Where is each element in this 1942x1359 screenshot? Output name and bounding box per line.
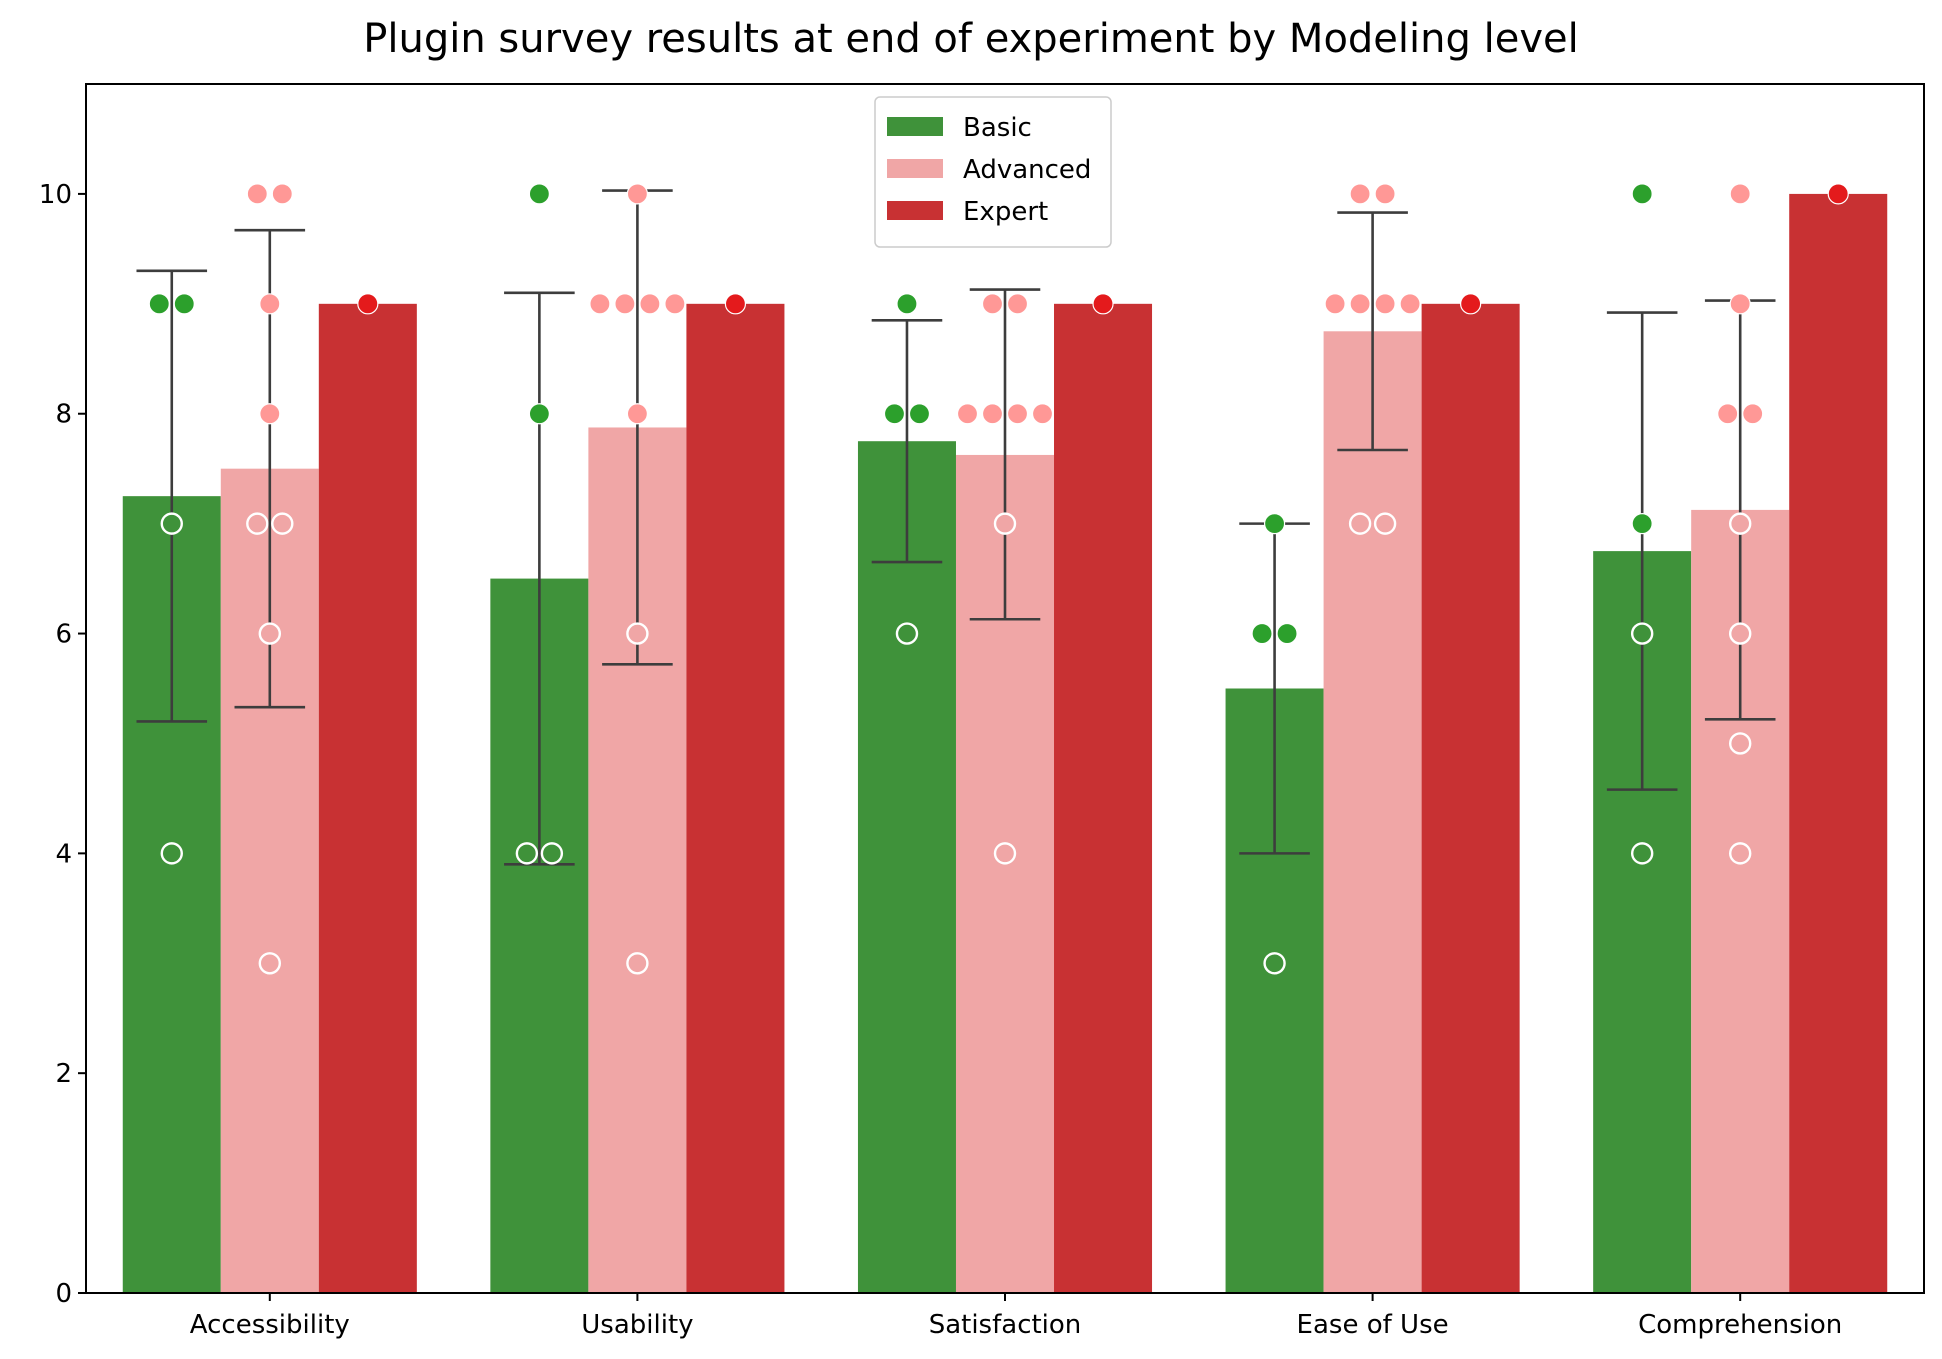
point-basic-4 xyxy=(1630,622,1654,645)
point-advanced-2 xyxy=(1006,293,1029,315)
point-advanced-3 xyxy=(1374,293,1396,315)
point-advanced-1 xyxy=(626,952,649,975)
point-advanced-2 xyxy=(981,403,1004,425)
point-basic-0 xyxy=(160,842,183,865)
point-advanced-4 xyxy=(1729,183,1751,205)
point-advanced-3 xyxy=(1324,293,1346,315)
point-basic-3 xyxy=(1251,622,1273,645)
point-advanced-2 xyxy=(1031,403,1054,425)
point-basic-4 xyxy=(1631,183,1653,205)
point-advanced-4 xyxy=(1728,842,1752,865)
bar-expert-4 xyxy=(1789,193,1888,1294)
point-advanced-1 xyxy=(589,293,611,315)
legend-label-basic: Basic xyxy=(963,113,1032,143)
legend: Basic Advanced Expert xyxy=(874,96,1112,248)
point-expert-1 xyxy=(724,293,747,315)
point-advanced-2 xyxy=(993,842,1017,865)
point-basic-3 xyxy=(1263,952,1286,975)
point-advanced-0 xyxy=(258,622,281,645)
point-basic-0 xyxy=(148,293,170,315)
point-advanced-4 xyxy=(1728,512,1752,535)
point-basic-3 xyxy=(1276,622,1298,645)
axes: 0 2 4 6 8 10 Accessibility Usability Satisfactio… xyxy=(39,180,1842,1340)
point-advanced-4 xyxy=(1717,403,1739,425)
x-tick-label: Usability xyxy=(581,1310,693,1340)
point-expert-2 xyxy=(1092,293,1114,315)
y-tick-label: 4 xyxy=(55,839,72,869)
point-advanced-3 xyxy=(1373,512,1397,535)
point-advanced-2 xyxy=(993,512,1017,535)
y-tick-label: 2 xyxy=(55,1059,72,1089)
y-tick-label: 0 xyxy=(55,1279,72,1309)
point-advanced-3 xyxy=(1349,183,1371,205)
point-advanced-1 xyxy=(614,293,636,315)
point-basic-0 xyxy=(160,512,183,535)
point-advanced-4 xyxy=(1728,622,1752,645)
point-advanced-3 xyxy=(1374,183,1396,205)
x-tick-label: Comprehension xyxy=(1638,1310,1842,1340)
point-basic-3 xyxy=(1263,513,1286,535)
point-advanced-0 xyxy=(258,952,281,975)
x-tick-label: Accessibility xyxy=(190,1310,350,1340)
point-advanced-4 xyxy=(1729,293,1751,315)
point-advanced-3 xyxy=(1348,512,1372,535)
legend-swatch-basic xyxy=(887,117,943,136)
x-tick-label: Ease of Use xyxy=(1297,1310,1449,1340)
bar-expert-0 xyxy=(318,303,417,1293)
point-advanced-4 xyxy=(1742,403,1764,425)
point-advanced-0 xyxy=(246,512,269,535)
point-basic-2 xyxy=(896,293,918,315)
point-expert-3 xyxy=(1460,293,1482,315)
point-advanced-0 xyxy=(271,512,294,535)
point-advanced-4 xyxy=(1728,732,1752,755)
bar-basic-2 xyxy=(857,441,956,1293)
point-advanced-0 xyxy=(259,293,281,315)
point-basic-2 xyxy=(895,622,919,645)
plot-area xyxy=(122,183,1888,1294)
point-advanced-0 xyxy=(259,403,281,425)
point-basic-2 xyxy=(908,403,931,425)
point-advanced-2 xyxy=(956,403,979,425)
point-advanced-2 xyxy=(1006,403,1029,425)
y-tick-label: 10 xyxy=(39,180,72,210)
point-basic-1 xyxy=(528,183,550,205)
point-expert-4 xyxy=(1827,183,1849,205)
point-basic-1 xyxy=(540,842,564,865)
bar-advanced-3 xyxy=(1323,331,1422,1294)
y-tick-label: 6 xyxy=(55,620,72,650)
point-basic-4 xyxy=(1631,513,1653,535)
chart-title: Plugin survey results at end of experime… xyxy=(363,16,1578,62)
legend-label-expert: Expert xyxy=(963,197,1048,227)
x-tick-label: Satisfaction xyxy=(929,1310,1082,1340)
point-advanced-1 xyxy=(626,622,649,645)
point-basic-1 xyxy=(515,842,539,865)
point-advanced-2 xyxy=(981,293,1004,315)
point-advanced-0 xyxy=(246,183,268,205)
legend-swatch-expert xyxy=(887,201,943,220)
y-tick-label: 8 xyxy=(55,400,72,430)
point-advanced-3 xyxy=(1399,293,1421,315)
point-advanced-1 xyxy=(664,293,686,315)
point-advanced-1 xyxy=(639,293,661,315)
point-expert-0 xyxy=(357,293,379,315)
bar-expert-1 xyxy=(686,303,785,1293)
point-advanced-0 xyxy=(271,183,293,205)
point-basic-2 xyxy=(883,403,906,425)
point-basic-0 xyxy=(173,293,195,315)
point-advanced-1 xyxy=(626,183,649,205)
point-advanced-3 xyxy=(1349,293,1371,315)
bar-expert-3 xyxy=(1421,303,1520,1293)
legend-swatch-advanced xyxy=(887,159,943,178)
legend-label-advanced: Advanced xyxy=(963,155,1091,185)
bar-expert-2 xyxy=(1054,303,1153,1293)
point-advanced-1 xyxy=(626,403,649,425)
point-basic-4 xyxy=(1630,842,1654,865)
point-basic-1 xyxy=(528,403,550,425)
